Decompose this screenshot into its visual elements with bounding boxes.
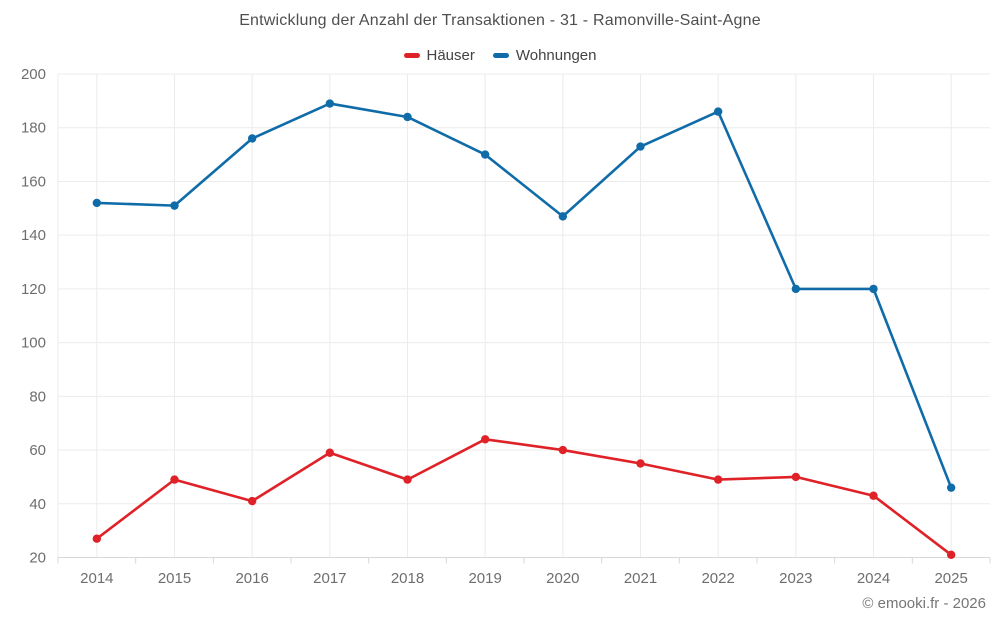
- x-axis-label: 2015: [158, 570, 191, 587]
- y-axis-label: 160: [21, 173, 46, 190]
- x-axis-label: 2020: [546, 570, 579, 587]
- y-axis-label: 180: [21, 120, 46, 137]
- y-axis-label: 80: [29, 388, 46, 405]
- data-point-h-user-2021[interactable]: [636, 459, 645, 468]
- x-axis-label: 2014: [80, 570, 113, 587]
- data-point-h-user-2017[interactable]: [325, 448, 335, 457]
- x-axis-label: 2023: [779, 570, 812, 587]
- data-point-h-user-2019[interactable]: [480, 435, 490, 444]
- y-axis-label: 120: [21, 281, 46, 298]
- data-point-h-user-2018[interactable]: [403, 475, 412, 484]
- legend-item-wohnungen[interactable]: Wohnungen: [492, 47, 597, 64]
- y-axis-label: 40: [29, 496, 46, 513]
- data-point-h-user-2016[interactable]: [247, 496, 257, 506]
- legend-swatch-icon: [492, 53, 509, 58]
- x-axis-label: 2022: [701, 570, 734, 587]
- y-axis-label: 60: [29, 442, 46, 459]
- y-axis-label: 100: [21, 335, 46, 352]
- data-point-wohnungen-2016[interactable]: [247, 134, 257, 143]
- y-axis-label: 200: [21, 66, 46, 83]
- data-point-h-user-2025[interactable]: [946, 550, 956, 560]
- data-point-h-user-2024[interactable]: [869, 491, 878, 500]
- y-axis-label: 140: [21, 227, 46, 244]
- data-point-h-user-2014[interactable]: [92, 534, 102, 543]
- legend-label: Wohnungen: [515, 47, 597, 64]
- copyright-footer: © emooki.fr - 2026: [862, 595, 986, 612]
- data-point-wohnungen-2023[interactable]: [791, 284, 801, 294]
- series-line-h-user: [95, 438, 953, 557]
- x-axis-label: 2017: [313, 570, 346, 587]
- data-point-h-user-2023[interactable]: [791, 472, 801, 482]
- data-point-wohnungen-2014[interactable]: [92, 198, 102, 208]
- x-axis-label: 2019: [468, 570, 501, 587]
- x-axis-label: 2025: [934, 570, 967, 587]
- x-axis-label: 2018: [391, 570, 424, 587]
- y-axis-label: 20: [29, 550, 46, 567]
- data-point-h-user-2022[interactable]: [713, 475, 723, 484]
- data-point-wohnungen-2017[interactable]: [325, 99, 335, 108]
- series-line-wohnungen: [95, 102, 953, 489]
- data-point-wohnungen-2022[interactable]: [713, 107, 723, 116]
- x-axis-label: 2016: [235, 570, 268, 587]
- data-point-wohnungen-2024[interactable]: [869, 284, 878, 294]
- data-point-h-user-2020[interactable]: [558, 445, 568, 455]
- data-point-wohnungen-2025[interactable]: [946, 483, 956, 492]
- data-point-wohnungen-2015[interactable]: [170, 201, 179, 210]
- data-point-wohnungen-2020[interactable]: [558, 212, 568, 221]
- data-point-wohnungen-2021[interactable]: [636, 142, 645, 151]
- legend-swatch-icon: [403, 53, 420, 58]
- data-point-wohnungen-2018[interactable]: [403, 112, 412, 122]
- legend: Häuser Wohnungen: [0, 47, 1000, 64]
- x-axis-label: 2021: [624, 570, 657, 587]
- chart-title: Entwicklung der Anzahl der Transaktionen…: [239, 12, 761, 29]
- data-point-wohnungen-2019[interactable]: [480, 150, 490, 159]
- data-point-h-user-2015[interactable]: [170, 475, 179, 484]
- legend-label: Häuser: [426, 47, 475, 64]
- legend-item-h-user[interactable]: Häuser: [403, 47, 475, 64]
- x-axis-label: 2024: [857, 570, 890, 587]
